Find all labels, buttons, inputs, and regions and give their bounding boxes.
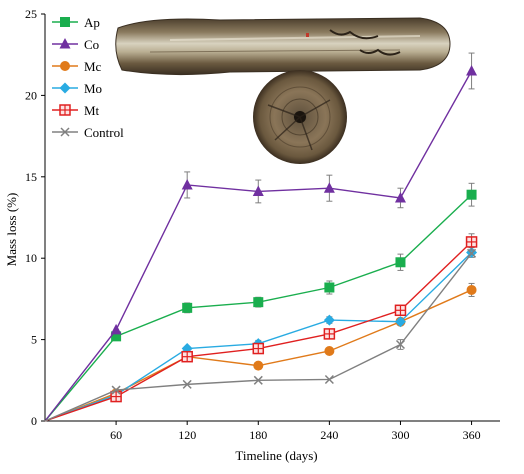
- data-point-ap: [111, 331, 122, 342]
- data-point-co: [252, 185, 264, 196]
- y-tick-label: 25: [25, 7, 37, 21]
- legend-marker-mt: [59, 104, 71, 116]
- x-tick-label: 300: [391, 428, 409, 442]
- data-point-mc: [253, 360, 264, 371]
- legend-item-control: Control: [52, 125, 124, 140]
- data-point-mo: [394, 316, 406, 328]
- data-point-ap: [395, 257, 406, 268]
- data-point-control: [467, 248, 477, 258]
- wood-cross-section-photo: [253, 70, 347, 164]
- y-tick-label: 0: [31, 414, 37, 428]
- data-point-control: [324, 374, 334, 385]
- legend-item-co: Co: [52, 37, 99, 52]
- data-point-mt: [465, 236, 478, 248]
- legend-label-co: Co: [84, 37, 99, 52]
- y-tick-label: 5: [31, 333, 37, 347]
- data-point-co: [394, 191, 406, 203]
- series-co: [44, 52, 478, 422]
- data-point-control: [111, 385, 121, 395]
- legend-marker-control: [60, 127, 70, 137]
- legend-item-ap: Ap: [52, 15, 100, 30]
- data-point-mo: [323, 314, 335, 326]
- legend-item-mc: Mc: [52, 59, 102, 74]
- data-point-co: [110, 323, 122, 335]
- series-control: [44, 248, 477, 422]
- wood-log-photo: [115, 17, 451, 76]
- series-mt: [44, 233, 478, 422]
- x-axis-label: Timeline (days): [235, 448, 317, 463]
- y-tick-label: 20: [25, 88, 37, 102]
- series-ap: [44, 182, 477, 422]
- data-point-mt: [252, 342, 265, 355]
- data-point-ap: [466, 189, 477, 200]
- series-line-mt: [44, 241, 473, 422]
- series-line-ap: [44, 194, 473, 422]
- legend-label-ap: Ap: [84, 15, 100, 30]
- legend-item-mo: Mo: [52, 81, 102, 96]
- legend-label-control: Control: [84, 125, 124, 140]
- chart-legend: Ap Co Mc Mo Mt Control: [52, 15, 124, 140]
- data-point-mt: [394, 304, 407, 317]
- x-tick-label: 180: [249, 428, 267, 442]
- chart-axes: 0 5 10 15 20 25 60 120 180 240 300 360 Timeline (day…: [4, 7, 500, 463]
- y-tick-label: 10: [25, 251, 37, 265]
- series-line-mc: [44, 289, 472, 422]
- legend-marker-co: [59, 38, 71, 49]
- data-point-co: [466, 64, 478, 76]
- data-point-ap: [324, 282, 335, 293]
- data-point-co: [181, 178, 193, 190]
- legend-label-mt: Mt: [84, 103, 100, 118]
- series-mo: [44, 247, 478, 422]
- y-tick-label: 15: [25, 170, 37, 184]
- data-point-control: [253, 375, 263, 385]
- data-point-control: [395, 339, 405, 350]
- data-point-mt: [181, 350, 193, 363]
- data-point-mt: [323, 328, 336, 340]
- x-tick-label: 360: [463, 428, 481, 442]
- legend-marker-mc: [60, 61, 70, 71]
- legend-item-mt: Mt: [52, 103, 100, 118]
- x-tick-label: 120: [178, 428, 196, 442]
- legend-marker-ap: [60, 17, 70, 27]
- x-tick-label: 60: [110, 428, 122, 442]
- chart-series: [44, 52, 478, 422]
- data-point-co: [323, 182, 335, 193]
- x-tick-label: 240: [320, 428, 338, 442]
- data-point-ap: [253, 297, 264, 308]
- legend-label-mc: Mc: [84, 59, 102, 74]
- data-point-ap: [182, 302, 193, 313]
- data-point-mc: [466, 284, 477, 295]
- legend-marker-mo: [59, 82, 71, 94]
- data-point-mc: [324, 345, 335, 356]
- y-axis-label: Mass loss (%): [4, 193, 19, 267]
- legend-label-mo: Mo: [84, 81, 102, 96]
- data-point-control: [182, 379, 192, 389]
- data-point-mt: [110, 390, 122, 403]
